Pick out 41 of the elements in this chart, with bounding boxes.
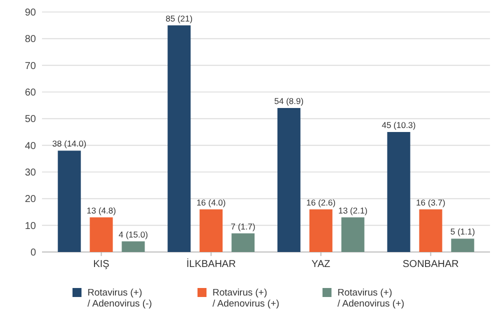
y-tick-label: 10 (24, 220, 36, 232)
x-tick-label: YAZ (312, 259, 330, 270)
y-tick-label: 0 (30, 248, 36, 258)
y-tick-label: 30 (24, 168, 36, 178)
data-label: 16 (4.0) (196, 197, 226, 208)
data-label: 54 (8.9) (274, 96, 304, 106)
y-tick-label: 20 (24, 194, 36, 206)
legend-label: Rotavirus (+) / Adenovirus (+) (338, 287, 404, 310)
bar (419, 209, 442, 252)
bar (341, 217, 364, 252)
x-tick-label: KIŞ (93, 259, 110, 270)
data-label: 38 (14.0) (52, 138, 86, 149)
y-tick-label: 50 (24, 114, 36, 126)
legend-label: Rotavirus (+) / Adenovirus (+) (212, 287, 280, 310)
bar (58, 150, 81, 252)
x-tick-label: İLKBAHAR (186, 258, 236, 270)
y-tick-label: 80 (24, 34, 36, 46)
bar (122, 241, 145, 252)
data-label: 16 (3.7) (416, 197, 446, 208)
bar (90, 217, 113, 252)
legend-label: Rotavirus (+) / Adenovirus (-) (88, 287, 152, 310)
y-tick-label: 70 (24, 60, 36, 72)
data-label: 85 (21) (166, 13, 193, 24)
y-tick-label: 40 (24, 140, 36, 152)
bar (309, 209, 332, 252)
bar (277, 108, 300, 252)
x-tick-label: SONBAHAR (402, 259, 459, 270)
data-label: 7 (1.7) (230, 221, 256, 232)
y-tick-label: 60 (24, 88, 36, 98)
data-label: 16 (2.6) (306, 197, 336, 208)
bar (451, 238, 474, 252)
data-label: 45 (10.3) (382, 120, 416, 130)
bar (232, 233, 255, 252)
data-label: 5 (1.1) (450, 226, 476, 237)
y-tick-label: 90 (24, 8, 36, 18)
data-label: 13 (2.1) (338, 205, 368, 216)
data-label: 4 (15.0) (118, 229, 148, 240)
bar (387, 132, 410, 252)
bar (168, 25, 191, 252)
bar (200, 209, 223, 252)
data-label: 13 (4.8) (86, 205, 116, 216)
